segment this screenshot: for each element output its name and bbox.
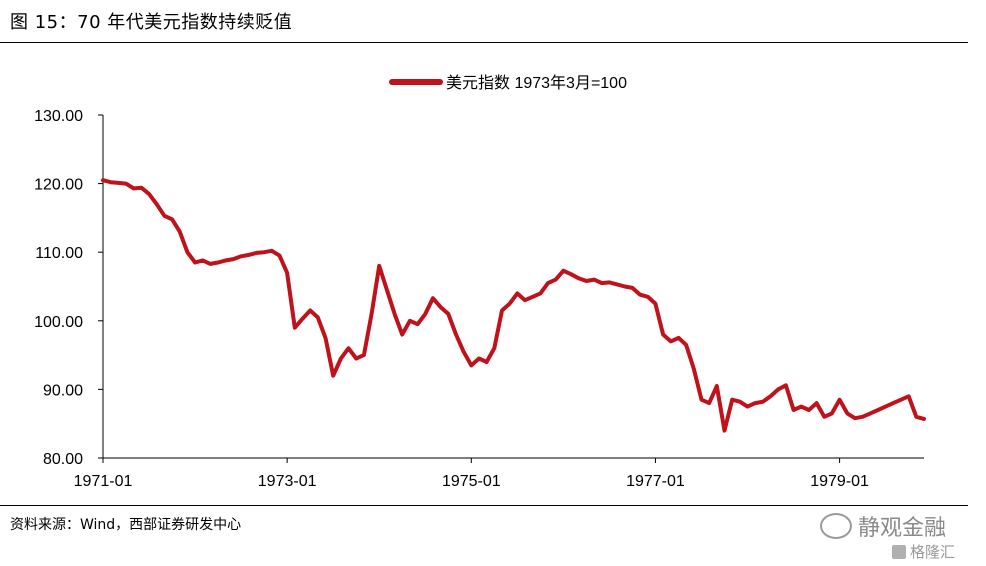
series-line-0 (101, 178, 926, 433)
y-tick-label: 100.00 (34, 314, 83, 331)
y-tick-label: 110.00 (35, 245, 83, 262)
y-tick-label: 80.00 (43, 451, 83, 468)
y-axis: 80.00 90.00 100.00 110.00 120.00 130.00 (34, 108, 104, 468)
source-rule (0, 505, 968, 506)
x-tick-label: 1977-01 (626, 473, 685, 490)
watermark-brand-text: 静观金融 (858, 516, 947, 541)
wechat-bubble-icon (820, 513, 852, 539)
x-tick-label: 1979-01 (810, 473, 869, 490)
x-tick-label: 1971-01 (74, 473, 133, 490)
title-rule (0, 42, 968, 43)
series-layer (101, 178, 926, 433)
watermark-brand: 静观金融 (820, 510, 946, 542)
y-tick-label: 90.00 (43, 382, 83, 399)
source-note: 资料来源：Wind，西部证券研发中心 (10, 517, 242, 533)
y-tick-label: 130.00 (34, 108, 83, 125)
x-axis: 1971-01 1973-01 1975-01 1977-01 1979-01 (74, 457, 924, 490)
watermark-sub-text: 格隆汇 (910, 543, 956, 561)
legend-label: 美元指数 1973年3月=100 (446, 74, 627, 92)
watermark-sub: 格隆汇 (892, 541, 955, 562)
y-tick-label: 120.00 (34, 177, 83, 194)
chart-legend: 美元指数 1973年3月=100 (389, 74, 627, 92)
figure-title: 图 15：70 年代美元指数持续贬值 (10, 12, 293, 33)
gelonghui-logo-icon (892, 544, 906, 559)
x-tick-label: 1975-01 (442, 473, 501, 490)
x-tick-label: 1973-01 (258, 473, 317, 490)
